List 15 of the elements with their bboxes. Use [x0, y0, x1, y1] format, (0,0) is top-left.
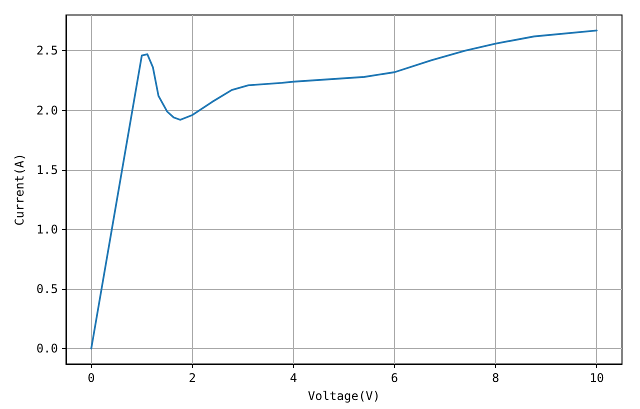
y-tick-label: 1.5 — [36, 162, 58, 177]
y-tick-label: 1.0 — [36, 222, 58, 236]
x-axis-title: Voltage(V) — [308, 389, 380, 403]
x-tick-label: 6 — [390, 371, 398, 385]
y-tick-label: 0.0 — [36, 342, 58, 356]
y-tick-label: 2.0 — [36, 103, 58, 118]
line-series — [90, 30, 598, 350]
x-tick-label: 2 — [188, 371, 196, 385]
x-tick-label: 4 — [290, 371, 298, 385]
y-tick-label: 2.5 — [36, 44, 58, 58]
x-tick-label: 0 — [88, 371, 95, 385]
x-tick-label: 8 — [492, 371, 500, 385]
y-tick-label: 0.5 — [36, 282, 58, 296]
y-axis-title: Current(A) — [12, 153, 26, 226]
x-tick-label: 10 — [590, 371, 604, 385]
